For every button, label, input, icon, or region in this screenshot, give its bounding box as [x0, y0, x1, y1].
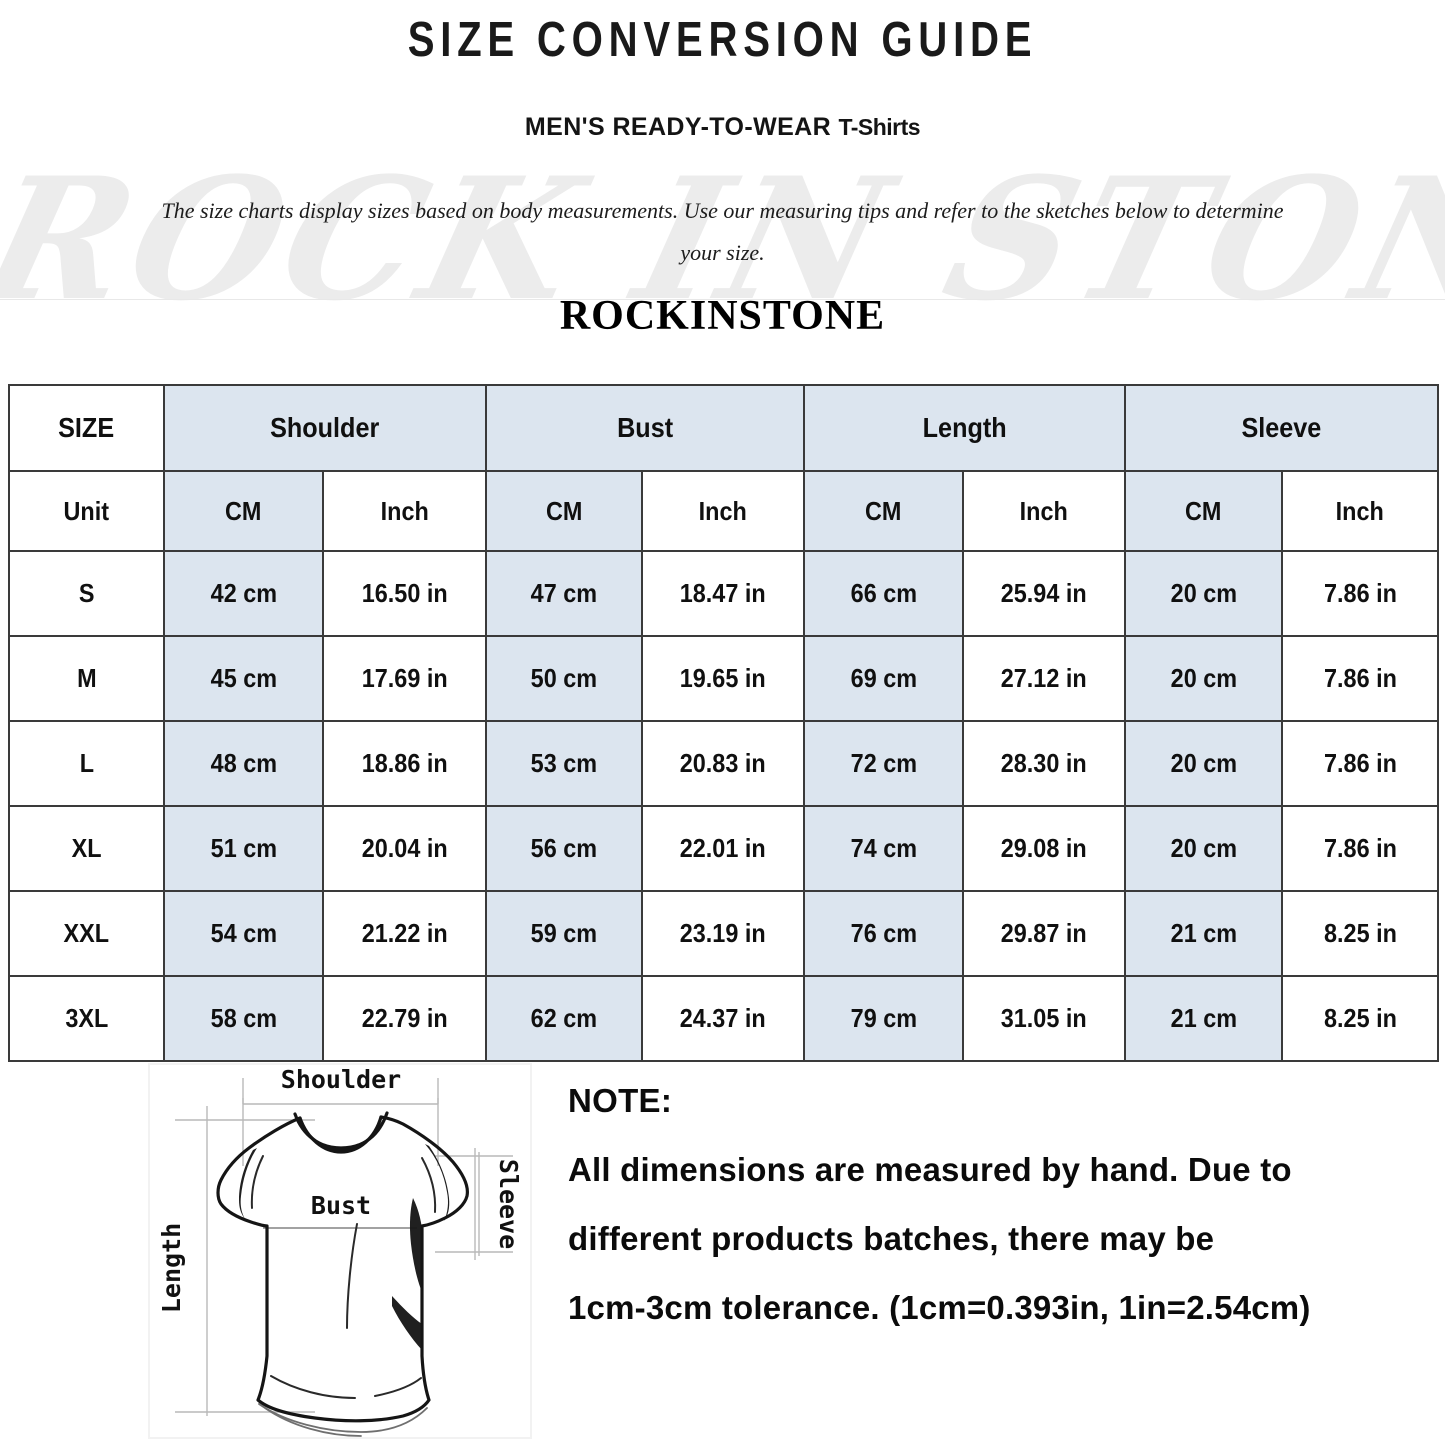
cell-value: 20 cm: [1124, 635, 1284, 722]
header-cell-unit-3: Inch: [640, 470, 806, 552]
cell-value: 27.12 in: [962, 635, 1127, 722]
cell-value: 69 cm: [803, 635, 965, 722]
cell-value: 18.47 in: [640, 550, 806, 637]
cell-value: 20 cm: [1124, 550, 1284, 637]
description-line-2: below to determine your size.: [680, 198, 1284, 265]
cell-value: 48 cm: [163, 720, 324, 807]
cell-size-3xl: 3XL: [8, 975, 165, 1062]
cell-value: 54 cm: [163, 890, 324, 977]
cell-value: 28.30 in: [962, 720, 1127, 807]
cell-value: 7.86 in: [1281, 635, 1440, 722]
subtitle-product: T-Shirts: [838, 114, 921, 140]
note-line-1: All dimensions are measured by hand. Due…: [568, 1151, 1292, 1188]
header-cell-unit-2: CM: [485, 470, 643, 552]
table-row: S 42 cm 16.50 in 47 cm 18.47 in 66 cm 25.94 in…: [8, 550, 1440, 637]
page-description: The size charts display sizes based on b…: [150, 190, 1295, 274]
cell-value: 20.04 in: [322, 805, 487, 892]
divider-line: [0, 299, 1445, 300]
cell-size-l: L: [8, 720, 165, 807]
table-row: XXL 54 cm 21.22 in 59 cm 23.19 in 76 cm 29.87 …: [8, 890, 1440, 977]
cell-value: 50 cm: [485, 635, 643, 722]
cell-value: 20.83 in: [640, 720, 806, 807]
cell-value: 66 cm: [803, 550, 965, 637]
cell-value: 16.50 in: [322, 550, 487, 637]
note-block: NOTE: All dimensions are measured by han…: [568, 1082, 1408, 1358]
table-row: M 45 cm 17.69 in 50 cm 19.65 in 69 cm 27.12 in…: [8, 635, 1440, 722]
cell-value: 42 cm: [163, 550, 324, 637]
cell-value: 45 cm: [163, 635, 324, 722]
table-row: 3XL 58 cm 22.79 in 62 cm 24.37 in 79 cm 31.05 …: [8, 975, 1440, 1062]
cell-value: 8.25 in: [1281, 975, 1440, 1062]
subtitle-category: MEN'S READY-TO-WEAR: [524, 113, 832, 141]
header-cell-group-sleeve: Sleeve: [1124, 384, 1440, 472]
cell-value: 7.86 in: [1281, 550, 1440, 637]
cell-value: 76 cm: [803, 890, 965, 977]
cell-size-xl: XL: [8, 805, 165, 892]
cell-value: 62 cm: [485, 975, 643, 1062]
header-cell-size: SIZE: [8, 384, 165, 472]
cell-value: 79 cm: [803, 975, 965, 1062]
cell-value: 21 cm: [1124, 975, 1284, 1062]
cell-value: 22.79 in: [322, 975, 487, 1062]
size-conversion-table: SIZE Shoulder Bust Length Sleeve Unit CM Inch CM…: [8, 384, 1440, 1062]
cell-size-s: S: [8, 550, 165, 637]
header-cell-unit: Unit: [8, 470, 165, 552]
cell-value: 25.94 in: [962, 550, 1127, 637]
cell-value: 29.08 in: [962, 805, 1127, 892]
diagram-label-shoulder: Shoulder: [281, 1065, 401, 1094]
cell-value: 53 cm: [485, 720, 643, 807]
cell-value: 7.86 in: [1281, 805, 1440, 892]
cell-value: 8.25 in: [1281, 890, 1440, 977]
header-cell-group-bust: Bust: [484, 384, 806, 472]
page-title: SIZE CONVERSION GUIDE: [407, 13, 1038, 67]
cell-value: 31.05 in: [962, 975, 1127, 1062]
cell-value: 7.86 in: [1281, 720, 1440, 807]
description-line-1: The size charts display sizes based on b…: [161, 198, 1110, 223]
cell-value: 18.86 in: [322, 720, 487, 807]
cell-value: 17.69 in: [322, 635, 487, 722]
table-row: L 48 cm 18.86 in 53 cm 20.83 in 72 cm 28.30 in…: [8, 720, 1440, 807]
cell-value: 21.22 in: [322, 890, 487, 977]
tshirt-svg: Shoulder Bust Sleeve Length: [148, 1063, 532, 1439]
cell-value: 47 cm: [485, 550, 643, 637]
note-line-3: 1cm-3cm tolerance. (1cm=0.393in, 1in=2.5…: [568, 1289, 1311, 1326]
tshirt-measurement-diagram: Shoulder Bust Sleeve Length: [145, 1056, 535, 1441]
header-cell-unit-6: CM: [1124, 470, 1284, 552]
page-subtitle: MEN'S READY-TO-WEAR T-Shirts: [0, 113, 1445, 142]
header-cell-unit-7: Inch: [1281, 470, 1440, 552]
cell-value: 20 cm: [1124, 720, 1284, 807]
note-heading: NOTE:: [568, 1082, 673, 1119]
cell-value: 51 cm: [163, 805, 324, 892]
diagram-label-length: Length: [157, 1223, 186, 1313]
table-row: XL 51 cm 20.04 in 56 cm 22.01 in 74 cm 29.08 i…: [8, 805, 1440, 892]
header-cell-group-shoulder: Shoulder: [163, 384, 487, 472]
cell-value: 21 cm: [1124, 890, 1284, 977]
note-line-2: different products batches, there may be: [568, 1220, 1215, 1257]
cell-value: 56 cm: [485, 805, 643, 892]
header-cell-unit-4: CM: [803, 470, 965, 552]
header-cell-unit-0: CM: [163, 470, 324, 552]
cell-value: 59 cm: [485, 890, 643, 977]
brand-name: ROCKINSTONE: [559, 293, 886, 339]
header-cell-group-length: Length: [803, 384, 1127, 472]
table-unit-header-row: Unit CM Inch CM Inch CM Inch CM Inch: [8, 470, 1440, 552]
cell-value: 19.65 in: [640, 635, 806, 722]
cell-value: 23.19 in: [640, 890, 806, 977]
header-cell-unit-5: Inch: [962, 470, 1127, 552]
cell-size-xxl: XXL: [8, 890, 165, 977]
cell-value: 74 cm: [803, 805, 965, 892]
table-group-header-row: SIZE Shoulder Bust Length Sleeve: [8, 384, 1440, 472]
cell-value: 22.01 in: [640, 805, 806, 892]
cell-value: 58 cm: [163, 975, 324, 1062]
cell-value: 29.87 in: [962, 890, 1127, 977]
cell-size-m: M: [8, 635, 165, 722]
diagram-label-sleeve: Sleeve: [494, 1159, 523, 1249]
cell-value: 24.37 in: [640, 975, 806, 1062]
cell-value: 20 cm: [1124, 805, 1284, 892]
diagram-label-bust: Bust: [311, 1191, 371, 1220]
cell-value: 72 cm: [803, 720, 965, 807]
header-cell-unit-1: Inch: [322, 470, 487, 552]
